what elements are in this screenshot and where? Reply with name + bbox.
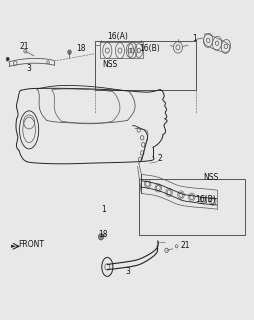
- Text: 18: 18: [98, 230, 108, 239]
- Bar: [94, 41, 195, 90]
- Circle shape: [98, 234, 103, 240]
- Text: 3: 3: [124, 267, 129, 276]
- Text: FRONT: FRONT: [18, 240, 44, 250]
- Text: 18: 18: [75, 44, 85, 53]
- Text: 1: 1: [101, 205, 105, 214]
- Text: 2: 2: [157, 154, 162, 163]
- Text: 16(B): 16(B): [138, 44, 159, 53]
- Text: NSS: NSS: [102, 60, 117, 69]
- Text: 16(A): 16(A): [107, 32, 128, 41]
- Polygon shape: [11, 245, 16, 248]
- Text: 1: 1: [191, 34, 196, 43]
- Text: 3: 3: [26, 64, 31, 73]
- Text: 16(B): 16(B): [195, 196, 215, 204]
- Circle shape: [68, 50, 71, 54]
- Text: 21: 21: [19, 42, 28, 51]
- Text: NSS: NSS: [202, 173, 218, 182]
- Bar: [138, 179, 244, 235]
- Circle shape: [6, 57, 9, 61]
- Text: 21: 21: [180, 241, 189, 251]
